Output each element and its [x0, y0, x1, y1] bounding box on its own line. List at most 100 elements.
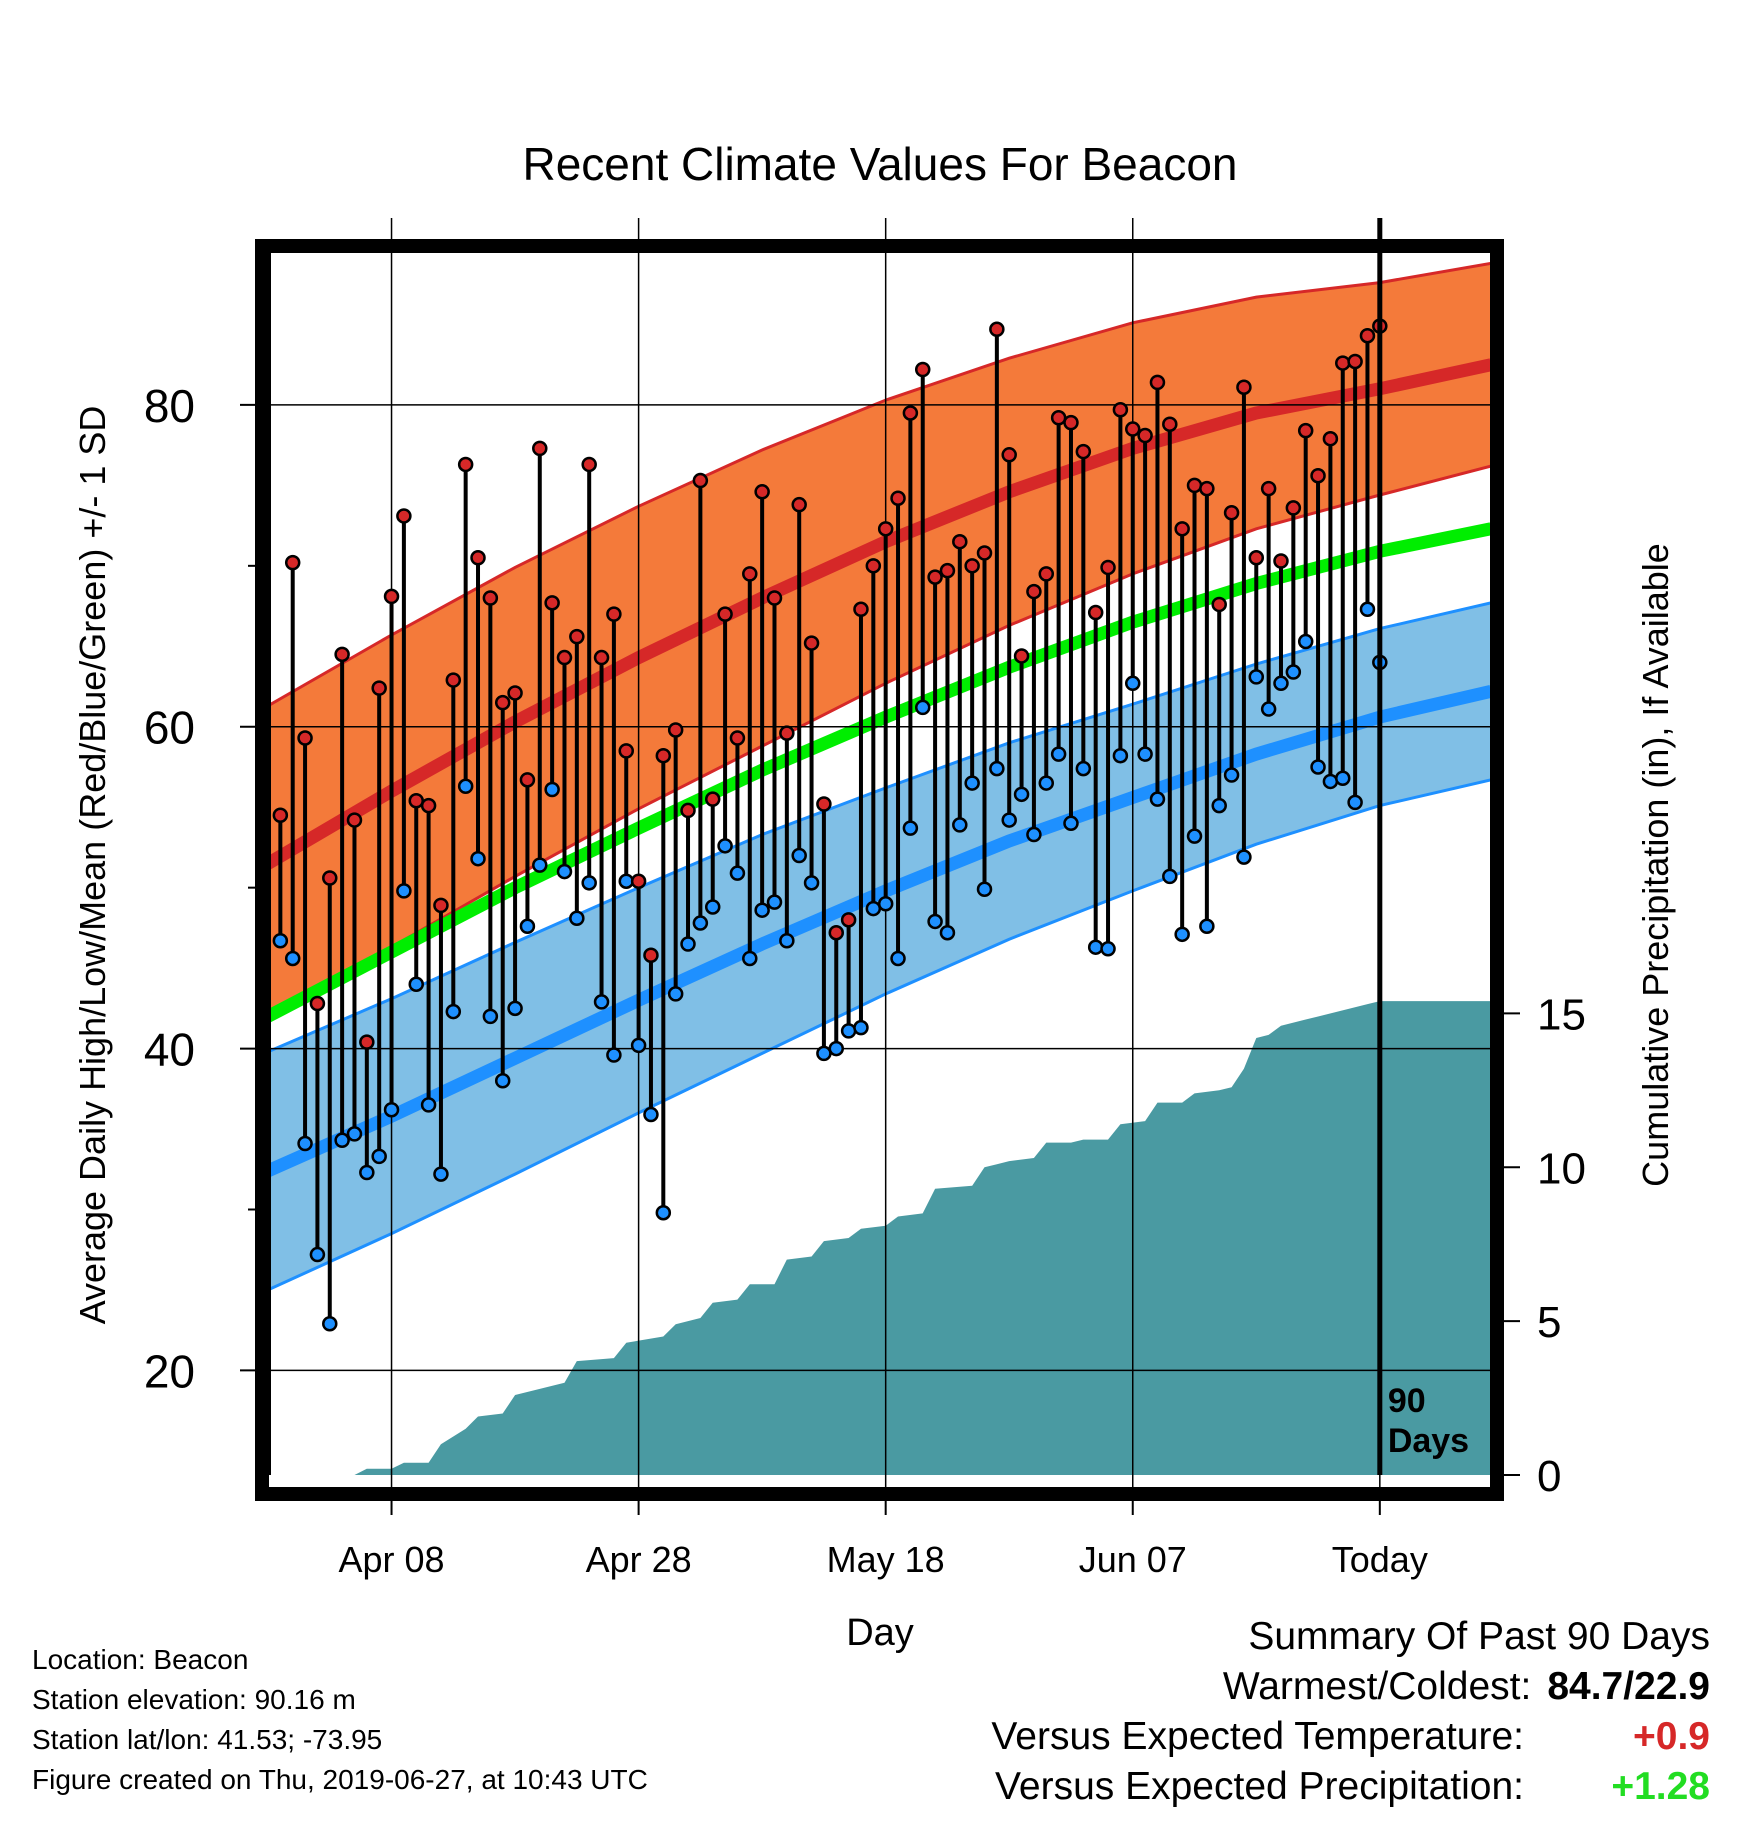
- high-point: [482, 590, 499, 606]
- low-point: [371, 1148, 387, 1165]
- x-tick-label: May 18: [827, 1539, 945, 1580]
- precip-label: Versus Expected Precipitation:: [995, 1765, 1524, 1808]
- y-axis-label: Average Daily High/Low/Mean (Red/Blue/Gr…: [72, 406, 113, 1325]
- low-point: [1347, 794, 1363, 811]
- high-point: [1211, 596, 1227, 613]
- low-point: [334, 1132, 350, 1149]
- high-point: [816, 796, 832, 812]
- low-point: [284, 950, 301, 967]
- low-point: [816, 1045, 832, 1062]
- marker-label-line1: 90: [1388, 1382, 1426, 1420]
- low-point: [1026, 826, 1042, 843]
- low-point: [445, 1003, 462, 1020]
- location-text: Location: Beacon: [32, 1644, 249, 1675]
- high-point: [890, 490, 906, 506]
- low-point: [569, 910, 585, 926]
- high-point: [952, 533, 968, 550]
- high-point: [680, 802, 696, 819]
- high-point: [593, 649, 610, 666]
- low-point: [1322, 773, 1339, 790]
- y2-axis-label: Cumulative Precipitation (in), If Availa…: [1635, 543, 1676, 1187]
- low-point: [791, 847, 807, 864]
- low-point: [840, 1023, 857, 1039]
- y2-tick-label: 15: [1537, 990, 1586, 1039]
- low-point: [532, 857, 548, 873]
- high-point: [1162, 416, 1178, 432]
- high-point: [828, 924, 845, 941]
- low-point: [1260, 701, 1277, 717]
- x-tick-label: Apr 28: [586, 1539, 692, 1580]
- high-point: [729, 730, 746, 746]
- chart-title: Recent Climate Values For Beacon: [522, 138, 1237, 190]
- high-point: [1137, 427, 1153, 444]
- low-point: [297, 1135, 313, 1152]
- high-point: [1174, 521, 1190, 537]
- low-point: [704, 899, 721, 915]
- high-point: [692, 472, 709, 489]
- low-point: [914, 699, 931, 716]
- low-point: [939, 924, 956, 941]
- precip-area: [268, 1001, 1491, 1475]
- low-point: [779, 933, 795, 949]
- low-point: [803, 875, 820, 891]
- high-point: [791, 496, 807, 513]
- low-point: [457, 778, 474, 795]
- high-point: [1050, 410, 1067, 426]
- high-point: [902, 405, 919, 421]
- summary-precip: Versus Expected Precipitation: +1.28: [991, 1762, 1710, 1812]
- low-point: [1149, 791, 1166, 807]
- low-point: [1273, 675, 1289, 692]
- high-point: [865, 558, 882, 574]
- plot-area: [268, 261, 1491, 1475]
- x-tick-label: Apr 08: [338, 1539, 444, 1580]
- low-point: [667, 986, 684, 1002]
- high-point: [1248, 550, 1265, 566]
- high-point: [1026, 583, 1042, 600]
- low-point: [470, 850, 486, 867]
- high-point: [556, 649, 573, 666]
- low-point: [433, 1166, 449, 1182]
- frame-border: [255, 239, 1504, 1501]
- low-point: [952, 817, 968, 833]
- high-point: [1112, 401, 1129, 418]
- high-point: [519, 772, 536, 788]
- low-point: [655, 1204, 672, 1221]
- high-point: [371, 680, 387, 696]
- low-point: [346, 1126, 363, 1142]
- low-point: [1174, 926, 1190, 943]
- high-point: [1347, 353, 1363, 370]
- low-point: [927, 913, 943, 930]
- low-point: [890, 950, 906, 967]
- low-point: [1248, 669, 1265, 685]
- high-point: [766, 590, 783, 606]
- high-point: [803, 635, 820, 651]
- high-point: [754, 484, 770, 500]
- high-point: [742, 566, 758, 582]
- low-point: [1013, 786, 1030, 803]
- y2-tick-label: 10: [1537, 1144, 1586, 1193]
- high-point: [433, 897, 449, 914]
- high-point: [1223, 504, 1240, 521]
- low-point: [630, 1037, 647, 1054]
- low-point: [964, 775, 980, 791]
- high-point: [1273, 553, 1289, 569]
- low-point: [828, 1040, 845, 1057]
- low-point: [408, 976, 424, 992]
- high-point: [383, 588, 400, 605]
- y-tick-label: 40: [144, 1024, 195, 1076]
- low-point: [1063, 815, 1079, 832]
- warmest-coldest-label: Warmest/Coldest:: [1222, 1665, 1532, 1708]
- low-point: [692, 915, 709, 931]
- low-point: [680, 936, 696, 952]
- low-point: [519, 918, 536, 935]
- axes: 20 40 60 80 0 5 10 15 Apr 08 Apr 28 May 18 Jun 07 To…: [144, 380, 1586, 1580]
- y-tick-label: 80: [144, 380, 195, 432]
- y2-tick-label: 5: [1537, 1298, 1561, 1347]
- high-point: [272, 807, 289, 823]
- high-point: [717, 606, 733, 622]
- low-point: [420, 1097, 437, 1113]
- low-point: [1137, 746, 1153, 762]
- high-point: [1322, 430, 1339, 447]
- low-point: [742, 950, 758, 967]
- low-point: [1199, 918, 1215, 935]
